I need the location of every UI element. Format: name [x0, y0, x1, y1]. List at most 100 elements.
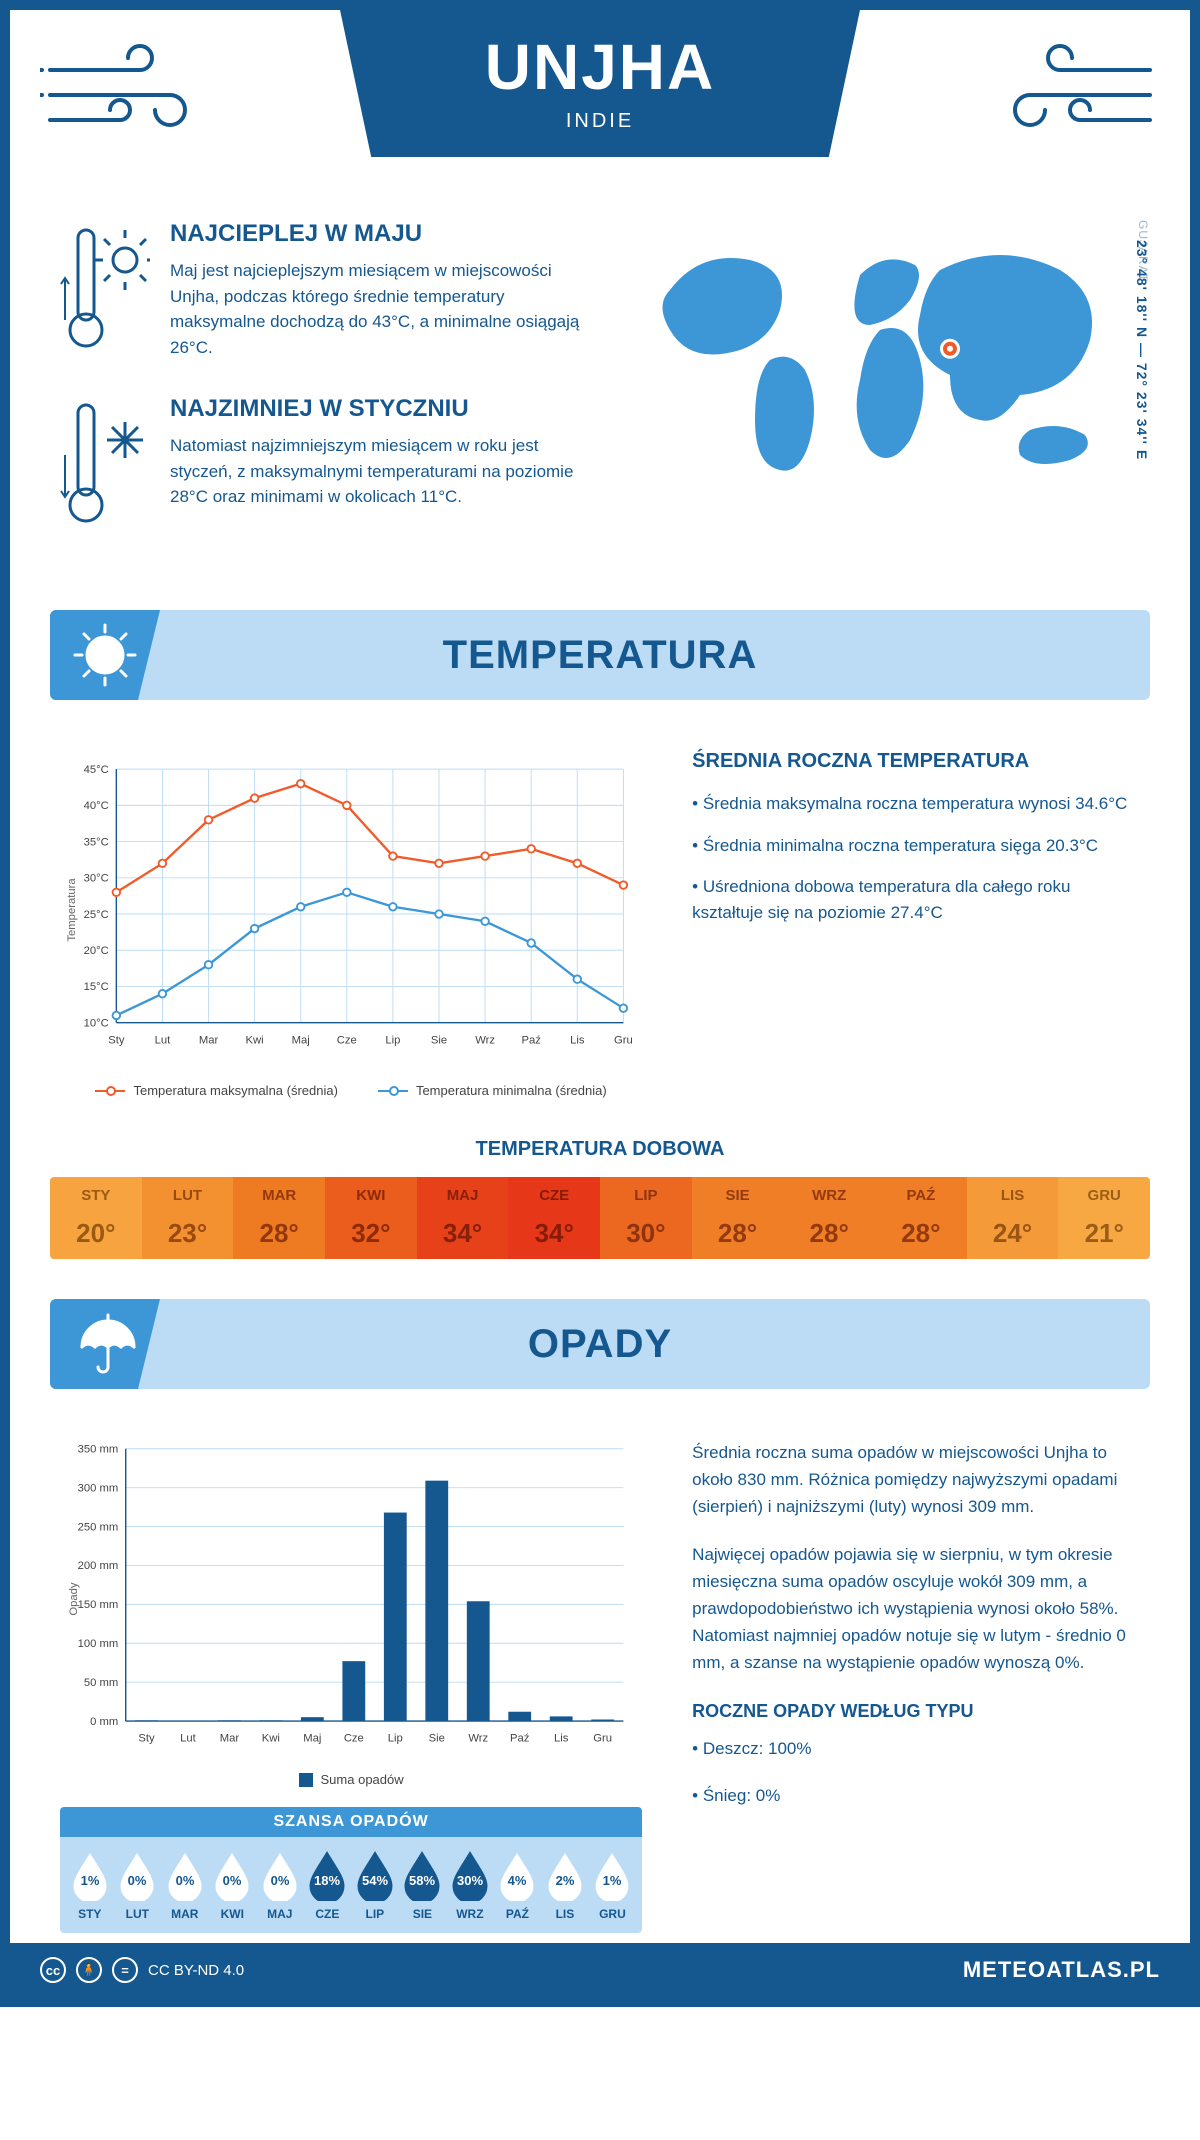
svg-text:25°C: 25°C — [84, 909, 109, 921]
svg-text:40°C: 40°C — [84, 800, 109, 812]
temp-line-chart: 10°C15°C20°C25°C30°C35°C40°C45°CStyLutMa… — [60, 750, 642, 1098]
drop-icon: 54% — [354, 1849, 396, 1901]
chance-cell: 0% KWI — [209, 1849, 257, 1921]
fact-cold-body: Natomiast najzimniejszym miesiącem w rok… — [170, 433, 580, 510]
heat-cell: LIP30° — [600, 1177, 692, 1259]
svg-text:Sty: Sty — [138, 1733, 155, 1745]
cc-icon: cc — [40, 1957, 66, 1983]
temp-bullet: • Średnia maksymalna roczna temperatura … — [692, 791, 1140, 817]
svg-text:350 mm: 350 mm — [78, 1444, 119, 1456]
fact-hot-title: NAJCIEPLEJ W MAJU — [170, 220, 580, 248]
precip-type-rain: • Deszcz: 100% — [692, 1735, 1140, 1762]
info-row: NAJCIEPLEJ W MAJU Maj jest najcieplejszy… — [10, 190, 1190, 590]
svg-text:150 mm: 150 mm — [78, 1599, 119, 1611]
svg-text:Sie: Sie — [431, 1034, 447, 1046]
precip-legend: Suma opadów — [60, 1772, 642, 1787]
svg-text:15°C: 15°C — [84, 981, 109, 993]
chance-cell: 58% SIE — [399, 1849, 447, 1921]
drop-icon: 0% — [164, 1849, 206, 1901]
drop-icon: 18% — [306, 1849, 348, 1901]
nd-icon: = — [112, 1957, 138, 1983]
fact-cold: NAJZIMNIEJ W STYCZNIU Natomiast najzimni… — [60, 395, 580, 540]
precip-p2: Najwięcej opadów pojawia się w sierpniu,… — [692, 1541, 1140, 1677]
drop-icon: 4% — [496, 1849, 538, 1901]
fact-hot: NAJCIEPLEJ W MAJU Maj jest najcieplejszy… — [60, 220, 580, 365]
svg-text:54%: 54% — [362, 1873, 388, 1888]
svg-text:Lut: Lut — [155, 1034, 172, 1046]
svg-text:Maj: Maj — [292, 1034, 310, 1046]
chance-box: SZANSA OPADÓW 1% STY 0% LUT 0% — [60, 1807, 642, 1933]
chance-cell: 18% CZE — [304, 1849, 352, 1921]
chance-cell: 0% MAR — [161, 1849, 209, 1921]
drop-icon: 1% — [591, 1849, 633, 1901]
heat-cell: MAJ34° — [417, 1177, 509, 1259]
svg-text:Sty: Sty — [108, 1034, 125, 1046]
svg-text:Lis: Lis — [554, 1733, 569, 1745]
temp-bullet: • Uśredniona dobowa temperatura dla całe… — [692, 874, 1140, 925]
svg-text:30%: 30% — [457, 1873, 483, 1888]
svg-text:100 mm: 100 mm — [78, 1638, 119, 1650]
heat-cell: STY20° — [50, 1177, 142, 1259]
chance-title: SZANSA OPADÓW — [60, 1807, 642, 1837]
svg-text:Cze: Cze — [344, 1733, 364, 1745]
heat-cell: LUT23° — [142, 1177, 234, 1259]
temp-text-heading: ŚREDNIA ROCZNA TEMPERATURA — [692, 750, 1140, 773]
temp-legend: Temperatura maksymalna (średnia)Temperat… — [60, 1083, 642, 1098]
fact-hot-body: Maj jest najcieplejszym miesiącem w miej… — [170, 258, 580, 360]
svg-text:4%: 4% — [508, 1873, 527, 1888]
svg-text:Paź: Paź — [522, 1034, 542, 1046]
heat-cell: WRZ28° — [783, 1177, 875, 1259]
svg-text:Paź: Paź — [510, 1733, 530, 1745]
svg-text:0%: 0% — [175, 1873, 194, 1888]
chance-cell: 4% PAŹ — [494, 1849, 542, 1921]
drop-icon: 58% — [401, 1849, 443, 1901]
license: cc 🧍 = CC BY-ND 4.0 — [40, 1957, 244, 1983]
heat-cell: KWI32° — [325, 1177, 417, 1259]
svg-text:0%: 0% — [270, 1873, 289, 1888]
svg-text:Sie: Sie — [429, 1733, 445, 1745]
svg-text:Wrz: Wrz — [475, 1034, 495, 1046]
section-temp-title: TEMPERATURA — [443, 633, 758, 678]
world-map — [620, 220, 1140, 500]
heat-cell: CZE34° — [508, 1177, 600, 1259]
svg-text:45°C: 45°C — [84, 764, 109, 776]
drop-icon: 0% — [211, 1849, 253, 1901]
precip-type-heading: ROCZNE OPADY WEDŁUG TYPU — [692, 1697, 1140, 1726]
svg-text:58%: 58% — [409, 1873, 435, 1888]
drop-icon: 0% — [116, 1849, 158, 1901]
chance-cell: 0% LUT — [114, 1849, 162, 1921]
svg-text:Lut: Lut — [180, 1733, 197, 1745]
daily-title: TEMPERATURA DOBOWA — [10, 1138, 1190, 1161]
footer: cc 🧍 = CC BY-ND 4.0 METEOATLAS.PL — [10, 1943, 1190, 1997]
chance-cell: 0% MAJ — [256, 1849, 304, 1921]
svg-text:Maj: Maj — [303, 1733, 321, 1745]
chance-cell: 1% GRU — [589, 1849, 637, 1921]
svg-text:Gru: Gru — [593, 1733, 612, 1745]
by-icon: 🧍 — [76, 1957, 102, 1983]
brand: METEOATLAS.PL — [963, 1957, 1160, 1983]
svg-text:0%: 0% — [223, 1873, 242, 1888]
svg-text:250 mm: 250 mm — [78, 1521, 119, 1533]
heat-cell: GRU21° — [1058, 1177, 1150, 1259]
svg-text:Gru: Gru — [614, 1034, 633, 1046]
svg-text:200 mm: 200 mm — [78, 1560, 119, 1572]
legend-item: Temperatura maksymalna (średnia) — [95, 1083, 337, 1098]
svg-text:Kwi: Kwi — [262, 1733, 280, 1745]
drop-icon: 30% — [449, 1849, 491, 1901]
precip-p1: Średnia roczna suma opadów w miejscowośc… — [692, 1439, 1140, 1521]
precip-bar-chart: 0 mm50 mm100 mm150 mm200 mm250 mm300 mm3… — [60, 1439, 642, 1787]
header: UNJHA INDIE — [10, 10, 1190, 190]
svg-text:Opady: Opady — [68, 1582, 80, 1616]
drop-icon: 0% — [259, 1849, 301, 1901]
svg-text:0 mm: 0 mm — [90, 1716, 118, 1728]
svg-text:300 mm: 300 mm — [78, 1482, 119, 1494]
precip-legend-label: Suma opadów — [321, 1772, 404, 1787]
drop-icon: 1% — [69, 1849, 111, 1901]
temp-bullet: • Średnia minimalna roczna temperatura s… — [692, 833, 1140, 859]
heat-cell: MAR28° — [233, 1177, 325, 1259]
fact-cold-title: NAJZIMNIEJ W STYCZNIU — [170, 395, 580, 423]
svg-text:30°C: 30°C — [84, 873, 109, 885]
heat-cell: LIS24° — [967, 1177, 1059, 1259]
thermometer-sun-icon — [60, 220, 150, 365]
title-banner: UNJHA INDIE — [340, 10, 860, 157]
